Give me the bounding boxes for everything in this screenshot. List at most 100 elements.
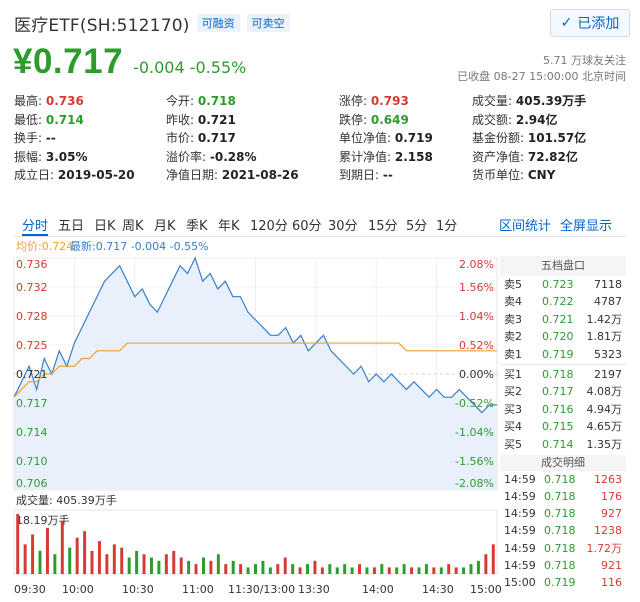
margin-tag[interactable]: 可融资 [196, 14, 240, 32]
volume-bar [38, 550, 42, 574]
x-tick: 13:30 [298, 583, 330, 596]
trade-volume: 927 [601, 507, 622, 521]
added-label: 已添加 [577, 16, 620, 32]
tab-3[interactable]: 周K [122, 219, 144, 234]
volume-bar [127, 557, 131, 574]
volume-bar [135, 550, 139, 574]
orderbook-volume: 4787 [594, 295, 622, 309]
y-tick-price: 0.721 [16, 368, 48, 381]
stat-value: -- [382, 168, 393, 183]
orderbook-volume: 1.81万 [586, 330, 623, 344]
orderbook-volume: 4.08万 [586, 385, 623, 399]
y-tick-pct: 0.52% [459, 339, 494, 352]
orderbook-row: 卖5 0.723 7118 [500, 276, 626, 293]
tab-1[interactable]: 五日 [58, 219, 85, 234]
header: 医疗ETF(SH:512170) 可融资 可卖空 [14, 10, 290, 36]
volume-bar [454, 567, 458, 574]
stat-label: 单位净值: [339, 131, 392, 146]
added-watchlist-button[interactable]: ✓ 已添加 [550, 9, 630, 37]
volume-bar [97, 541, 101, 574]
volume-bar [417, 567, 421, 574]
tab-10[interactable]: 15分 [368, 219, 398, 234]
trades-title: 成交明细 [500, 454, 626, 471]
volume-bar [365, 567, 369, 574]
tab-8[interactable]: 60分 [292, 219, 322, 234]
orderbook-row: 卖2 0.720 1.81万 [500, 328, 626, 345]
tab-12[interactable]: 1分 [436, 219, 458, 234]
volume-bar [53, 554, 57, 574]
chart-tabs: 分时 五日 日K 周K 月K 季K 年K 120分 60分 30分 15分 5分 1分 区间统计 全屏显示 [14, 215, 626, 237]
tab-7[interactable]: 120分 [250, 219, 288, 234]
range-stats-link[interactable]: 区间统计 [499, 219, 552, 234]
y-tick-price: 0.710 [16, 455, 48, 468]
orderbook-row: 买1 0.718 2197 [500, 366, 626, 383]
tab-0[interactable]: 分时 [22, 215, 49, 236]
orderbook-price: 0.717 [542, 385, 574, 399]
stat-value: 3.05% [45, 149, 88, 164]
short-tag[interactable]: 可卖空 [246, 14, 290, 32]
volume-bar [209, 560, 213, 574]
fullscreen-link[interactable]: 全屏显示 [560, 219, 613, 234]
stat-cell: 成交额: 2.94亿 [472, 111, 557, 128]
y-tick-pct: 1.56% [459, 281, 494, 294]
volume-bar [261, 560, 265, 574]
volume-bar [350, 567, 354, 574]
orderbook-price: 0.714 [542, 437, 574, 451]
stat-cell: 到期日: -- [339, 166, 393, 183]
stat-label: 溢价率: [166, 149, 207, 164]
trade-row: 14:59 0.718 1.72万 [500, 540, 626, 557]
stat-cell: 溢价率: -0.28% [166, 148, 257, 165]
tab-9[interactable]: 30分 [328, 219, 358, 234]
tab-11[interactable]: 5分 [406, 219, 428, 234]
y-tick-pct: 1.04% [459, 310, 494, 323]
check-icon: ✓ [560, 15, 573, 31]
volume-bar [402, 564, 406, 574]
stat-value: 0.649 [370, 112, 409, 127]
trade-row: 14:59 0.718 927 [500, 505, 626, 522]
tab-5[interactable]: 季K [186, 219, 208, 234]
price-line [13, 256, 497, 414]
orderbook-level: 买3 [504, 402, 522, 416]
y-tick-pct: -1.04% [455, 426, 494, 439]
volume-bar [172, 550, 176, 574]
volume-bar [387, 567, 391, 574]
y-tick-pct: 0.00% [459, 368, 494, 381]
y-tick-price: 0.732 [16, 281, 48, 294]
tab-6[interactable]: 年K [218, 219, 240, 234]
x-tick: 14:00 [362, 583, 394, 596]
volume-bar [291, 564, 295, 574]
y-tick-price: 0.725 [16, 339, 48, 352]
stat-label: 成立日: [14, 168, 55, 183]
trade-time: 14:59 [504, 472, 536, 486]
orderbook-level: 卖1 [504, 347, 522, 361]
stat-label: 最低: [14, 112, 43, 127]
volume-bar [194, 564, 198, 574]
orderbook-price: 0.716 [542, 402, 574, 416]
y-tick-price: 0.728 [16, 310, 48, 323]
trade-row: 14:59 0.718 1263 [500, 471, 626, 488]
volume-bar [439, 567, 443, 574]
orderbook-volume: 4.65万 [586, 420, 623, 434]
volume-bar [410, 567, 414, 574]
stat-cell: 成立日: 2019-05-20 [14, 166, 135, 183]
stat-value: 2019-05-20 [57, 168, 135, 183]
trade-time: 15:00 [504, 576, 536, 590]
y-tick-pct: -2.08% [455, 477, 494, 490]
stat-cell: 今开: 0.718 [166, 92, 236, 109]
legend-latest: 最新:0.717 -0.004 -0.55% [70, 239, 209, 253]
orderbook-price: 0.722 [542, 295, 574, 309]
y-tick-pct: -0.52% [455, 397, 494, 410]
followers-count[interactable]: 5.71 万球友关注 [543, 54, 626, 67]
orderbook-price: 0.721 [542, 312, 574, 326]
trade-price: 0.718 [544, 507, 576, 521]
avg-line [13, 342, 497, 398]
y-tick-price: 0.706 [16, 477, 48, 490]
volume-bar [179, 557, 183, 574]
tab-2[interactable]: 日K [94, 219, 116, 234]
trade-time: 14:59 [504, 558, 536, 572]
trade-row: 14:59 0.718 921 [500, 557, 626, 574]
trade-time: 14:59 [504, 541, 536, 555]
tab-4[interactable]: 月K [154, 219, 176, 234]
volume-bar [75, 537, 79, 574]
